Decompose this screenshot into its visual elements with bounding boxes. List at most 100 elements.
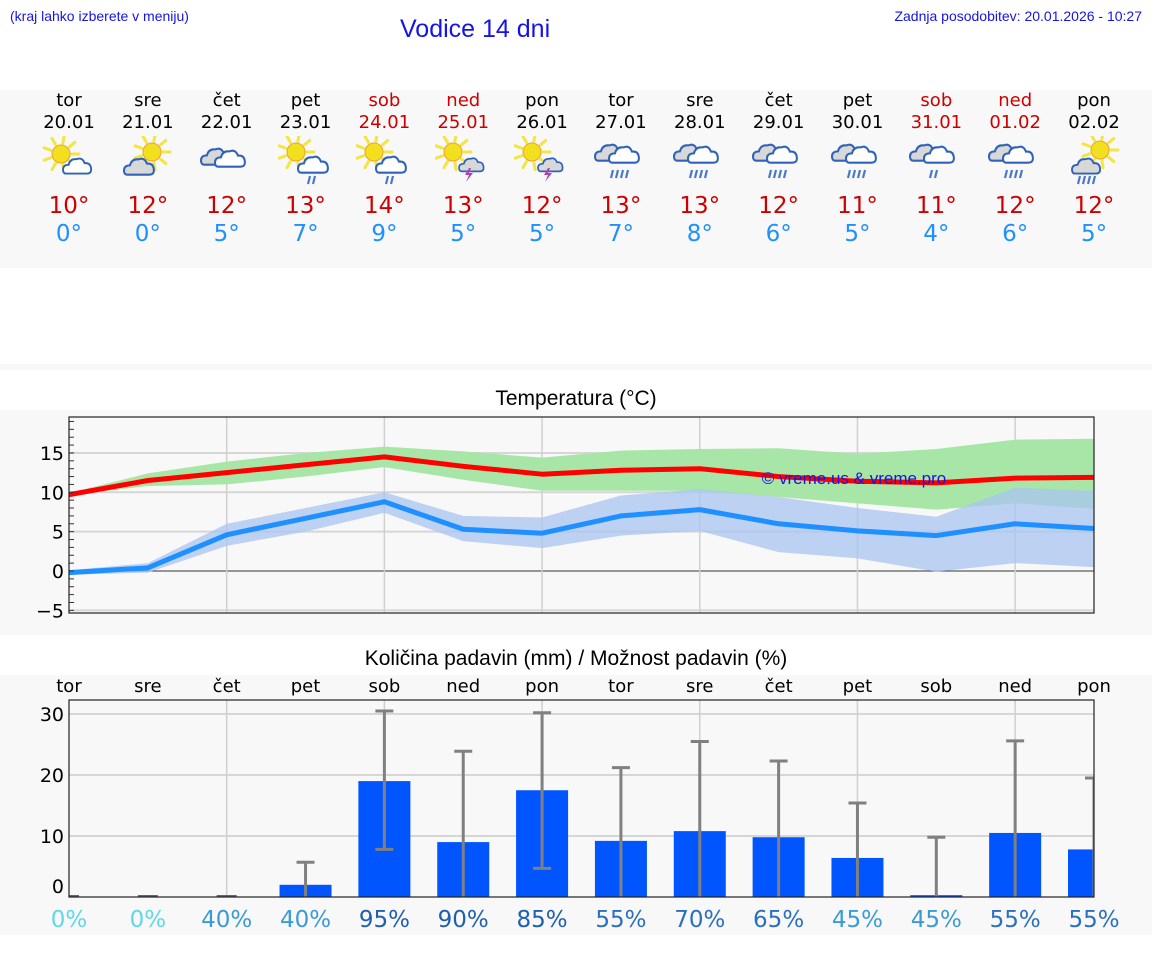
svg-text:5: 5 xyxy=(52,522,64,544)
divider xyxy=(0,364,1152,370)
min-temperature: 7° xyxy=(292,221,319,247)
day-name: sob xyxy=(368,90,401,111)
max-temperature: 10° xyxy=(48,193,90,219)
svg-text:0%: 0% xyxy=(51,907,88,933)
day-date: 01.02 xyxy=(989,112,1041,133)
day-column: tor 20.01 10° 0° xyxy=(30,90,108,248)
sun-cloud-rain-icon xyxy=(1066,130,1122,188)
cloudy-icon xyxy=(199,136,255,188)
svg-text:tor: tor xyxy=(56,676,82,697)
svg-text:95%: 95% xyxy=(359,907,410,933)
day-column: tor 27.01 13° 7° xyxy=(582,90,660,248)
svg-text:čet: čet xyxy=(765,676,793,697)
day-column: sre 21.01 12° 0° xyxy=(109,90,187,248)
max-temperature: 13° xyxy=(285,193,326,219)
day-name: pet xyxy=(842,90,873,111)
svg-text:sob: sob xyxy=(368,676,400,697)
day-name: čet xyxy=(212,90,241,111)
svg-text:−5: −5 xyxy=(36,600,64,622)
sun-cloud-light-rain-icon xyxy=(355,132,412,188)
svg-text:55%: 55% xyxy=(1068,907,1119,933)
daily-forecast-strip: tor 20.01 10° 0° sre 21.01 12° 0° čet 22.0… xyxy=(0,90,1152,268)
day-column: čet 22.01 12° 5° xyxy=(188,90,266,248)
svg-text:sob: sob xyxy=(920,676,952,697)
min-temperature: 4° xyxy=(923,221,950,247)
min-temperature: 5° xyxy=(529,221,556,247)
svg-text:55%: 55% xyxy=(990,907,1041,933)
cloudy-rain-icon xyxy=(672,136,728,188)
max-temperature: 12° xyxy=(127,193,169,219)
temperature-chart: © vreme.us & vreme.pro −5 0 5 10 15 xyxy=(36,416,1095,622)
day-column: pon 26.01 12° 5° xyxy=(503,90,581,248)
cloudy-rain-icon xyxy=(751,136,807,188)
svg-text:čet: čet xyxy=(213,676,241,697)
svg-text:40%: 40% xyxy=(201,907,252,933)
svg-text:pet: pet xyxy=(843,676,873,697)
day-date: 25.01 xyxy=(437,112,490,133)
day-date: 22.01 xyxy=(200,112,253,133)
day-name: tor xyxy=(56,90,82,111)
day-name: sob xyxy=(920,90,953,111)
day-column: sre 28.01 13° 8° xyxy=(661,90,739,248)
day-date: 26.01 xyxy=(516,112,568,133)
min-temperature: 0° xyxy=(134,221,161,247)
day-name: čet xyxy=(764,90,793,111)
max-temperature: 11° xyxy=(915,193,957,219)
day-date: 23.01 xyxy=(279,112,332,133)
min-temperature: 5° xyxy=(213,221,240,247)
day-name: pon xyxy=(1077,90,1111,111)
day-date: 31.01 xyxy=(910,112,963,133)
day-date: 30.01 xyxy=(831,112,884,133)
svg-text:30: 30 xyxy=(40,704,64,726)
svg-text:55%: 55% xyxy=(595,907,646,933)
day-column: čet 29.01 12° 6° xyxy=(740,90,818,248)
max-temperature: 12° xyxy=(521,193,563,219)
page-title: Vodice 14 dni xyxy=(400,15,551,43)
svg-text:sre: sre xyxy=(134,676,161,697)
svg-text:45%: 45% xyxy=(911,907,962,933)
day-name: ned xyxy=(446,90,481,111)
min-temperature: 8° xyxy=(686,221,713,247)
max-temperature: 12° xyxy=(994,193,1036,219)
svg-text:10: 10 xyxy=(40,482,64,504)
svg-text:0%: 0% xyxy=(130,907,167,933)
day-date: 27.01 xyxy=(595,112,647,133)
day-column: pet 30.01 11° 5° xyxy=(819,90,897,248)
max-temperature: 13° xyxy=(600,193,642,219)
day-date: 29.01 xyxy=(752,112,805,133)
day-column: ned 01.02 12° 6° xyxy=(976,90,1054,248)
max-temperature: 13° xyxy=(442,193,484,219)
location-hint: (kraj lahko izberete v meniju) xyxy=(10,8,189,24)
day-date: 24.01 xyxy=(358,112,411,133)
max-temperature: 12° xyxy=(758,193,800,219)
max-temperature: 12° xyxy=(206,193,248,219)
day-date: 02.02 xyxy=(1068,112,1120,133)
sun-thunderstorm-icon xyxy=(513,132,570,188)
min-temperature: 7° xyxy=(607,221,634,247)
cloudy-rain-icon xyxy=(987,136,1043,188)
day-name: ned xyxy=(998,90,1033,111)
temperature-chart-title: Temperatura (°C) xyxy=(495,387,657,410)
svg-text:70%: 70% xyxy=(674,907,725,933)
day-date: 28.01 xyxy=(674,112,726,133)
precipitation-chart-panel: 0 10 20 30 tor sre čet pet sob ned pon tor sre čet pet… xyxy=(0,675,1152,935)
cloudy-rain-icon xyxy=(830,136,886,188)
svg-text:20: 20 xyxy=(40,765,64,787)
precipitation-chart: 0 10 20 30 tor sre čet pet sob ned pon tor sre čet pet… xyxy=(40,676,1120,933)
svg-text:40%: 40% xyxy=(280,907,331,933)
sun-cloud-light-rain-icon xyxy=(277,132,334,188)
day-column: ned 25.01 13° 5° xyxy=(424,90,502,248)
min-temperature: 5° xyxy=(450,221,477,247)
day-name: sre xyxy=(134,90,162,111)
cloudy-light-rain-icon xyxy=(908,136,964,188)
svg-text:© vreme.us & vreme.pro: © vreme.us & vreme.pro xyxy=(762,469,946,488)
cloudy-rain-icon xyxy=(593,136,649,188)
svg-text:tor: tor xyxy=(608,676,634,697)
svg-text:pon: pon xyxy=(525,676,559,697)
min-temperature: 6° xyxy=(765,221,792,247)
svg-text:0: 0 xyxy=(52,876,64,898)
day-column: pon 02.02 12° 5° xyxy=(1055,90,1133,248)
svg-text:45%: 45% xyxy=(832,907,883,933)
svg-text:ned: ned xyxy=(446,676,480,697)
svg-text:pet: pet xyxy=(291,676,321,697)
